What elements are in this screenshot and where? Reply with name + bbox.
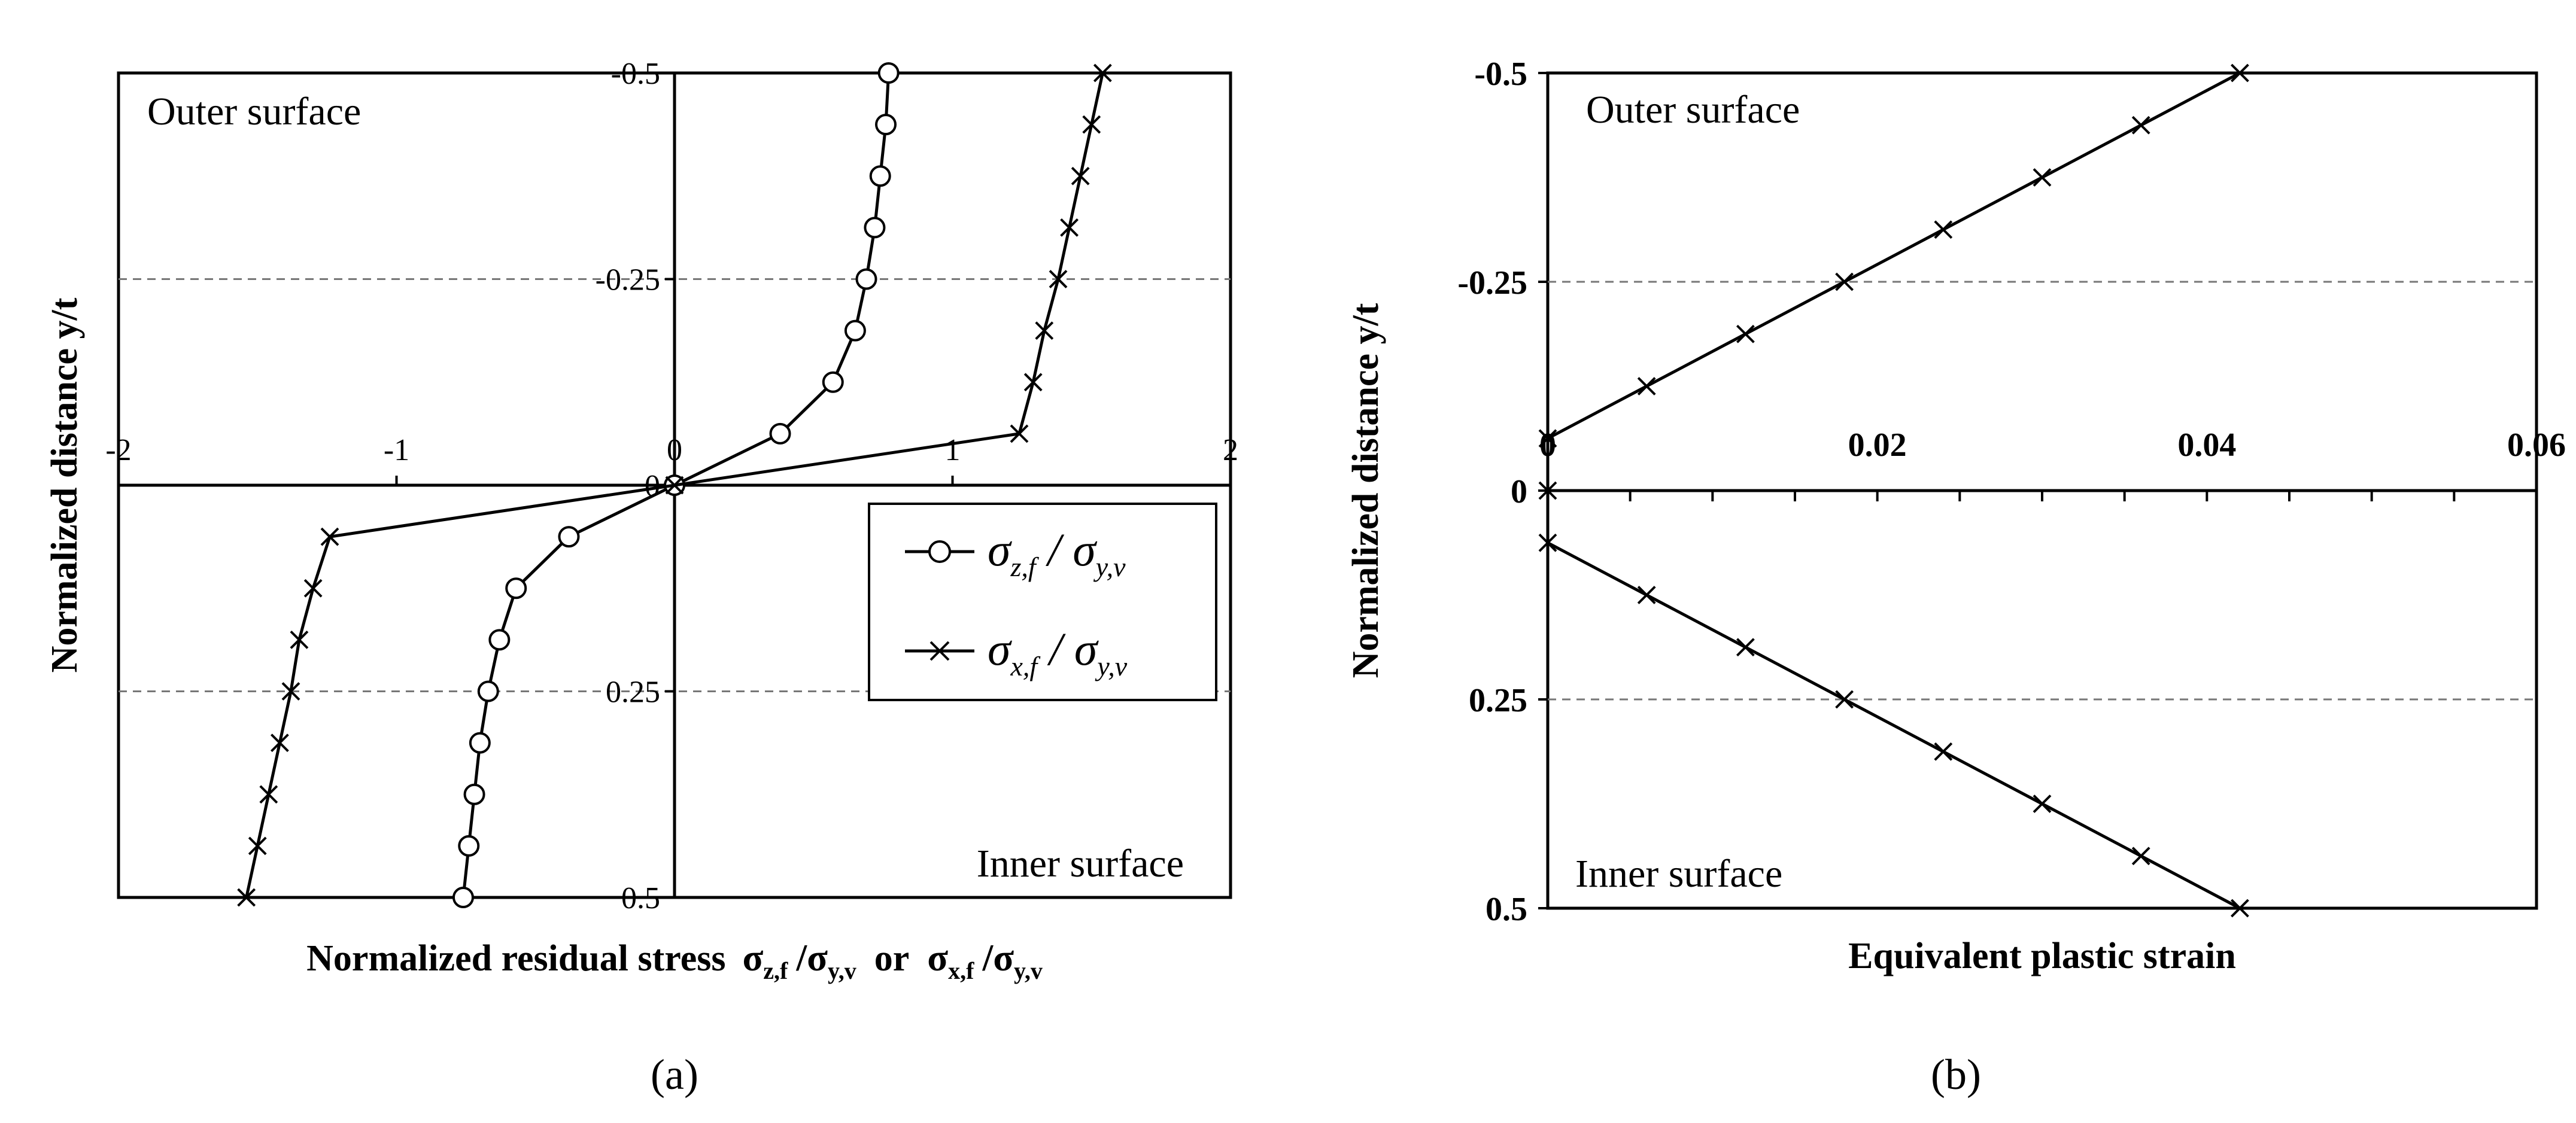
chart-b-point-cross-0-1 [1637, 377, 1656, 395]
chart-b-outer-surface-label: Outer surface [1586, 88, 1800, 132]
chart-b-point-cross-0-4 [1934, 220, 1953, 239]
chart-b-caption: (b) [1931, 1051, 1981, 1098]
chart-a-point-circle-6 [822, 371, 844, 393]
chart-a-point-circle-3 [864, 217, 886, 239]
chart-a-point-circle-14 [463, 783, 485, 805]
chart-a-point-circle-7 [769, 422, 791, 445]
chart-a-point-circle-10 [505, 577, 527, 599]
chart-a-x-tick-label-3: 1 [945, 433, 961, 467]
legend-marker-cross [929, 641, 950, 661]
legend-label-sigma-z: σz,f / σy,v [988, 524, 1126, 582]
chart-a-legend: σz,f / σy,v σx,f / σy,v [868, 503, 1217, 701]
chart-b-x-tick-label-1: 0.02 [1848, 427, 1907, 464]
chart-b-x-tick-label-3: 0.06 [2507, 427, 2566, 464]
chart-a-point-cross-4 [1049, 270, 1068, 288]
chart-a-point-circle-9 [558, 526, 580, 548]
chart-a-point-cross-0 [1093, 63, 1112, 83]
chart-b-point-cross-2-2 [1736, 638, 1755, 657]
chart-b-point-cross-0-6 [2131, 115, 2150, 135]
chart-b-point-cross-1-0 [1538, 481, 1557, 500]
chart-a-point-cross-8 [665, 476, 684, 495]
chart-b-point-cross-2-4 [1934, 742, 1953, 761]
chart-a-point-circle-4 [855, 268, 877, 290]
chart-a-x-tick-label-0: -2 [105, 433, 131, 467]
chart-a-point-circle-2 [869, 165, 891, 187]
chart-b-y-tick-label-2: 0 [1511, 473, 1527, 510]
chart-a-point-cross-1 [1082, 115, 1101, 134]
chart-a-point-circle-16 [452, 887, 474, 908]
chart-b-point-cross-0-5 [2033, 168, 2052, 187]
chart-b-y-tick-label-4: 0.5 [1486, 891, 1527, 928]
chart-a-point-cross-13 [270, 734, 289, 753]
chart-b-inner-surface-label: Inner surface [1575, 852, 1782, 896]
chart-b-x-tick-label-2: 0.04 [2177, 427, 2236, 464]
chart-b-point-cross-0-7 [2230, 63, 2249, 83]
chart-a-point-cross-2 [1071, 166, 1090, 185]
chart-a-x-tick-label-1: -1 [384, 433, 409, 467]
chart-a-point-cross-11 [290, 630, 309, 649]
chart-a-point-cross-3 [1060, 218, 1079, 237]
chart-a-point-cross-10 [303, 579, 323, 598]
chart-a-point-cross-14 [259, 785, 278, 804]
chart-a-x-axis-title: Normalized residual stress σz,f/σy,v or σx,… [306, 936, 1043, 984]
chart-b-point-cross-2-7 [2230, 899, 2249, 918]
chart-a-y-axis-title: Normalized distance y/t [44, 297, 85, 672]
chart-b-series-line-0 [1547, 71, 2241, 440]
chart-a-x-tick-label-4: 2 [1223, 433, 1238, 467]
chart-a-point-circle-1 [875, 114, 897, 136]
chart-a-point-cross-9 [320, 527, 339, 546]
chart-b-y-axis-title: Normalized distance y/t [1345, 303, 1386, 678]
chart-a-legend-box [868, 503, 1217, 701]
chart-a-point-circle-15 [458, 835, 480, 857]
chart-a-point-circle-13 [469, 732, 491, 754]
chart-a-x-tick-label-2: 0 [667, 433, 682, 467]
chart-a-y-tick-label-1: -0.25 [596, 263, 660, 297]
chart-b-y-tick-label-3: 0.25 [1469, 682, 1527, 719]
chart-a-inner-surface-label: Inner surface [977, 842, 1184, 885]
chart-a-point-cross-7 [1010, 424, 1029, 443]
chart-a-y-tick-label-3: 0.25 [606, 675, 660, 710]
chart-b-point-cross-0-3 [1835, 272, 1854, 291]
chart-a-point-circle-0 [877, 62, 900, 84]
chart-a-point-circle-12 [477, 680, 499, 702]
chart-a-point-cross-12 [281, 682, 300, 701]
chart-b-point-cross-2-5 [2033, 795, 2052, 813]
chart-b-point-cross-2-1 [1637, 586, 1656, 604]
chart-a-y-tick-label-4: 0.5 [621, 881, 660, 915]
chart-a-point-circle-5 [844, 319, 866, 342]
chart-b-point-cross-2-6 [2131, 847, 2150, 866]
chart-b-point-cross-2-0 [1538, 533, 1557, 552]
chart-b-point-cross-0-2 [1736, 324, 1755, 343]
chart-a-point-cross-5 [1035, 321, 1054, 340]
chart-a-y-tick-label-0: -0.5 [611, 57, 660, 91]
chart-b-x-axis-title: Equivalent plastic strain [1848, 936, 2236, 976]
chart-a-point-cross-6 [1023, 373, 1043, 392]
chart-b-point-cross-0-0 [1538, 429, 1557, 448]
chart-a-caption: (a) [651, 1051, 698, 1098]
chart-b-series-line-2 [1547, 541, 2241, 910]
chart-a-point-cross-15 [248, 836, 267, 856]
chart-b-point-cross-2-3 [1835, 690, 1854, 709]
chart-a-outer-surface-label: Outer surface [147, 90, 361, 133]
legend-marker-circle [928, 540, 951, 563]
chart-b-y-tick-label-1: -0.25 [1457, 264, 1527, 302]
chart-a-point-circle-11 [488, 629, 511, 651]
chart-b-y-tick-label-0: -0.5 [1474, 56, 1527, 93]
chart-a-point-cross-16 [237, 888, 256, 907]
